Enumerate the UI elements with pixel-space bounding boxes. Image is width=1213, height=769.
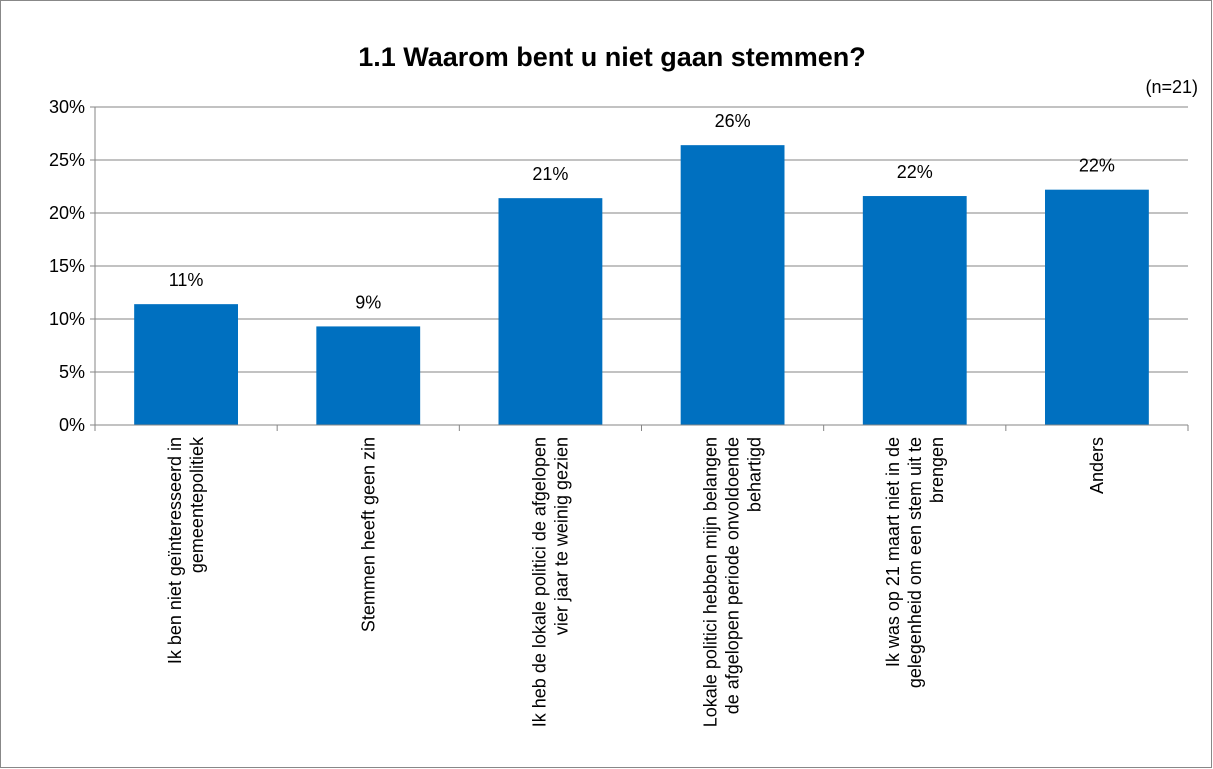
data-label: 22% — [1079, 156, 1115, 176]
data-label: 11% — [169, 270, 204, 290]
bar — [134, 304, 239, 425]
bar — [316, 326, 421, 425]
y-tick-label: 15% — [49, 256, 85, 276]
y-tick-label: 30% — [49, 97, 85, 117]
x-tick-label: Ik was op 21 maart niet in de gelegenheid… — [883, 437, 947, 688]
y-tick-label: 20% — [49, 203, 85, 223]
bar — [1044, 189, 1149, 425]
x-tick-label: Stemmen heeft geen zin — [358, 437, 378, 632]
data-label: 21% — [532, 164, 568, 184]
data-label: 26% — [715, 111, 751, 131]
bar — [862, 196, 967, 425]
x-tick-label: Ik heb de lokale politici de afgelopen vi… — [529, 437, 571, 727]
data-label: 9% — [355, 292, 381, 312]
bar — [498, 198, 603, 425]
x-tick-label: Ik ben niet geïnteresseerd in gemeentepol… — [165, 436, 207, 664]
x-tick-label: Lokale politici hebben mijn belangen de a… — [701, 437, 765, 727]
y-tick-label: 25% — [49, 150, 85, 170]
y-tick-label: 5% — [59, 362, 85, 382]
data-label: 22% — [897, 162, 933, 182]
chart-subtitle: (n=21) — [1145, 77, 1198, 97]
chart-title: 1.1 Waarom bent u niet gaan stemmen? — [358, 42, 866, 72]
y-tick-label: 0% — [59, 415, 85, 435]
bar — [680, 145, 785, 425]
x-tick-label: Anders — [1087, 437, 1107, 494]
y-tick-label: 10% — [49, 309, 85, 329]
